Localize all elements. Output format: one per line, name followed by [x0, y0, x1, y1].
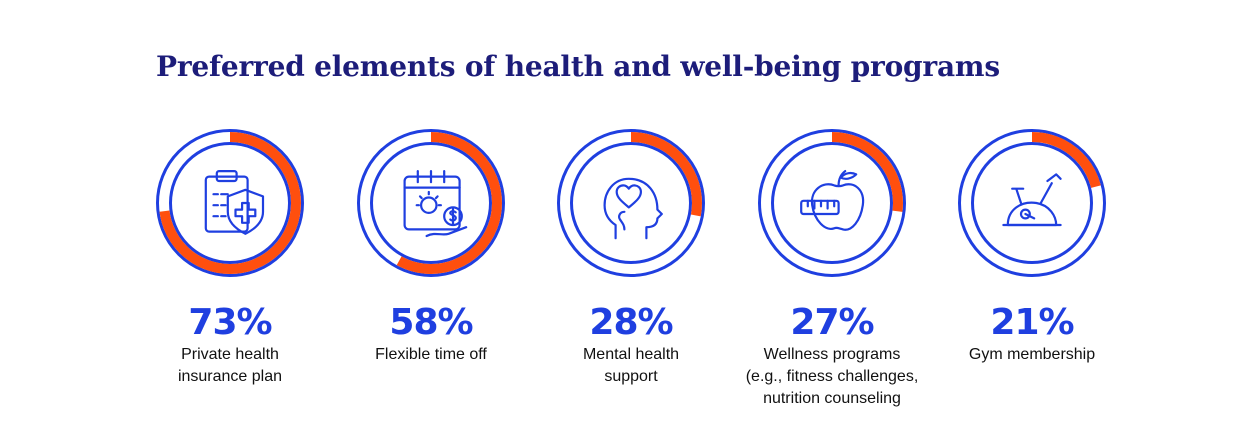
- percent-value: 27%: [790, 302, 874, 343]
- apple-measuring-tape-icon: [800, 170, 865, 231]
- donut-inner-ring: [570, 142, 692, 264]
- donut-inner-ring: [971, 142, 1093, 264]
- donut-ring: [958, 129, 1106, 277]
- category-label-line: nutrition counseling: [763, 390, 901, 407]
- category-label-line: Wellness programs: [763, 346, 901, 363]
- category-label-line: (e.g., fitness challenges,: [745, 368, 919, 385]
- category-label: Mental health support: [531, 344, 731, 388]
- percent-value: 73%: [188, 302, 272, 343]
- donut-ring: [156, 129, 304, 277]
- donut-outer-ring: [758, 129, 906, 277]
- category-label: Private health insurance plan: [130, 344, 330, 388]
- donut-inner-ring: [169, 142, 291, 264]
- percent-value: 28%: [589, 302, 673, 343]
- donut-ring: [557, 129, 705, 277]
- calendar-sun-money-icon: [403, 170, 468, 238]
- category-label: Flexible time off: [331, 344, 531, 366]
- exercise-bike-icon: [1002, 173, 1062, 227]
- category-label-line: Mental health: [582, 346, 680, 363]
- category-label-line: Gym membership: [968, 346, 1096, 363]
- donut-inner-ring: [771, 142, 893, 264]
- donut-value-arc: [560, 132, 702, 274]
- head-heart-icon: [603, 177, 663, 240]
- donut-value-arc: [360, 132, 502, 274]
- category-label-line: support: [604, 368, 658, 385]
- donut-value-arc: [159, 132, 301, 274]
- category-label: Wellness programs (e.g., fitness challeng…: [732, 344, 932, 410]
- category-label-line: Flexible time off: [375, 346, 487, 363]
- chart-title: Preferred elements of health and well-be…: [156, 50, 1000, 83]
- donut-ring: [357, 129, 505, 277]
- donut-inner-ring: [370, 142, 492, 264]
- category-label-line: insurance plan: [177, 368, 283, 385]
- donut-value-arc: [961, 132, 1103, 274]
- donut-outer-ring: [156, 129, 304, 277]
- clipboard-health-shield-icon: [204, 170, 265, 235]
- donut-outer-ring: [557, 129, 705, 277]
- donut-outer-ring: [357, 129, 505, 277]
- percent-value: 21%: [990, 302, 1074, 343]
- percent-value: 58%: [389, 302, 473, 343]
- category-label: Gym membership: [932, 344, 1132, 366]
- category-label-line: Private health: [181, 346, 279, 363]
- donut-ring: [758, 129, 906, 277]
- donut-value-arc: [761, 132, 903, 274]
- donut-outer-ring: [958, 129, 1106, 277]
